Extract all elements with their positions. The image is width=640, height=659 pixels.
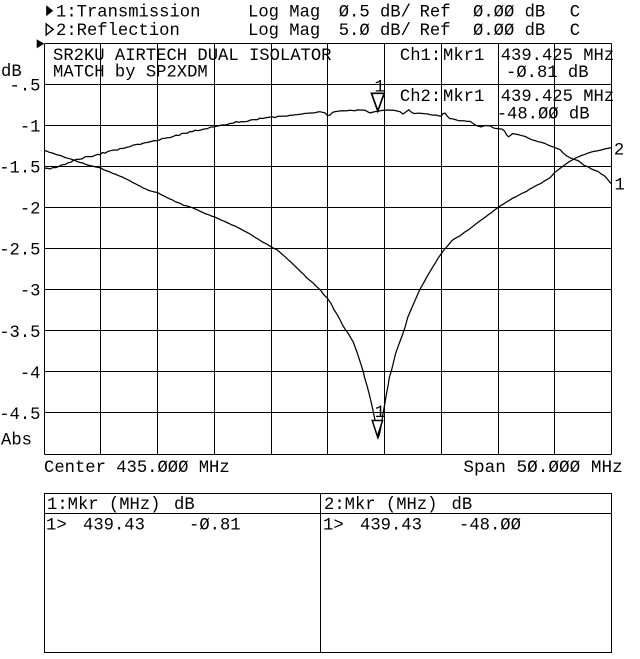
svg-text:2:Reflection: 2:Reflection bbox=[56, 22, 180, 41]
svg-text:-1: -1 bbox=[20, 119, 41, 138]
svg-text:1:Transmission: 1:Transmission bbox=[56, 4, 200, 23]
svg-text:dB: dB bbox=[1, 63, 22, 82]
svg-text:439.425 MHz: 439.425 MHz bbox=[501, 88, 614, 107]
svg-text:C: C bbox=[570, 4, 580, 23]
svg-text:-48.ØØ: -48.ØØ bbox=[459, 517, 521, 536]
svg-text:1:Mkr (MHz): 1:Mkr (MHz) bbox=[47, 496, 160, 515]
svg-text:dB: dB bbox=[452, 496, 473, 515]
svg-text:439.425 MHz: 439.425 MHz bbox=[501, 47, 614, 66]
svg-text:-4.5: -4.5 bbox=[0, 406, 41, 425]
svg-text:Mkr1: Mkr1 bbox=[443, 47, 484, 66]
svg-text:439.43: 439.43 bbox=[83, 517, 145, 536]
svg-text:MATCH by SP2XDM: MATCH by SP2XDM bbox=[53, 63, 208, 82]
svg-text:C: C bbox=[570, 22, 580, 41]
svg-text:439.43: 439.43 bbox=[360, 517, 422, 536]
svg-text:-4: -4 bbox=[20, 365, 41, 384]
svg-text:Log Mag: Log Mag bbox=[248, 22, 320, 41]
svg-text:Abs: Abs bbox=[1, 432, 32, 451]
svg-text:2: 2 bbox=[614, 141, 624, 160]
svg-text:1>: 1> bbox=[323, 517, 344, 536]
svg-text:Center 435.ØØØ MHz: Center 435.ØØØ MHz bbox=[44, 459, 230, 478]
svg-text:-1.5: -1.5 bbox=[0, 160, 41, 179]
svg-text:Ø.5 dB/: Ø.5 dB/ bbox=[339, 4, 411, 23]
svg-text:1: 1 bbox=[375, 404, 385, 423]
svg-text:Ch2:: Ch2: bbox=[400, 88, 441, 107]
svg-text:-3.5: -3.5 bbox=[0, 324, 41, 343]
svg-text:-3: -3 bbox=[20, 283, 41, 302]
svg-text:1: 1 bbox=[375, 79, 385, 98]
svg-text:Ref: Ref bbox=[420, 22, 451, 41]
svg-text:dB: dB bbox=[174, 496, 195, 515]
svg-text:5.Ø dB/: 5.Ø dB/ bbox=[339, 22, 411, 41]
svg-text:-2: -2 bbox=[20, 201, 41, 220]
svg-text:Mkr1: Mkr1 bbox=[443, 88, 484, 107]
svg-text:Ch1:: Ch1: bbox=[400, 47, 441, 66]
svg-text:2:Mkr (MHz): 2:Mkr (MHz) bbox=[324, 496, 437, 515]
svg-text:-48.ØØ dB: -48.ØØ dB bbox=[497, 105, 590, 124]
svg-text:Log Mag: Log Mag bbox=[248, 4, 320, 23]
svg-text:-.5: -.5 bbox=[10, 78, 41, 97]
svg-text:SR2KU AIRTECH DUAL ISOLATOR: SR2KU AIRTECH DUAL ISOLATOR bbox=[53, 47, 331, 66]
svg-text:-Ø.81 dB: -Ø.81 dB bbox=[506, 64, 589, 83]
svg-text:Span 5Ø.ØØØ MHz: Span 5Ø.ØØØ MHz bbox=[463, 459, 622, 478]
svg-text:Ø.ØØ dB: Ø.ØØ dB bbox=[473, 22, 545, 41]
svg-text:-2.5: -2.5 bbox=[0, 242, 41, 261]
svg-text:1>: 1> bbox=[46, 517, 67, 536]
svg-text:Ref: Ref bbox=[420, 4, 451, 23]
svg-text:Ø.ØØ dB: Ø.ØØ dB bbox=[473, 4, 545, 23]
svg-text:1: 1 bbox=[615, 177, 625, 196]
svg-text:-Ø.81: -Ø.81 bbox=[189, 517, 241, 536]
